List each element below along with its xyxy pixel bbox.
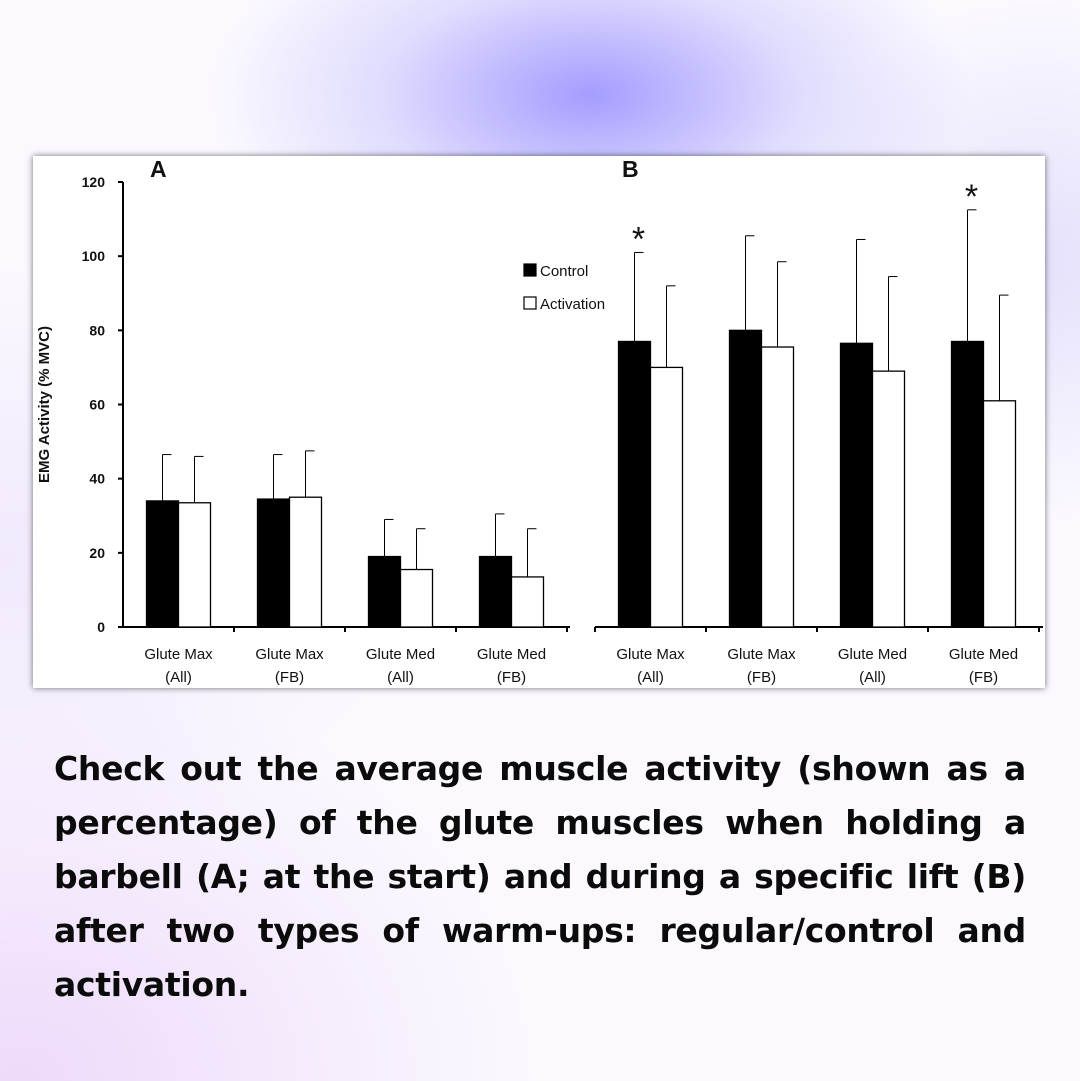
- activation-bar: [649, 366, 684, 628]
- legend-swatch-control: [523, 263, 537, 277]
- legend-label: Control: [540, 263, 588, 280]
- caption-text: Check out the average muscle activity (s…: [54, 749, 1026, 1004]
- y-tick-label: 60: [89, 397, 105, 413]
- y-tick-label: 100: [82, 248, 106, 264]
- grouped-bar-chart: EMG Activity (% MVC) 0 20 40 60 80 100 120 A Glut…: [36, 156, 1043, 686]
- category-label: Glute Max: [255, 646, 324, 663]
- category-label: Glute Med: [366, 646, 435, 663]
- y-tick-label: 20: [89, 545, 105, 561]
- control-bar: [839, 342, 874, 628]
- control-bar: [617, 340, 652, 628]
- control-bar: [950, 340, 985, 628]
- y-tick-label: 40: [89, 471, 105, 487]
- significance-marker: *: [965, 178, 978, 216]
- category-label: Glute Max: [727, 646, 796, 663]
- category-label: (FB): [275, 669, 304, 686]
- y-tick-label: 0: [97, 619, 105, 635]
- y-tick-label: 80: [89, 322, 105, 338]
- category-label: (FB): [497, 669, 526, 686]
- chart-figure: EMG Activity (% MVC) 0 20 40 60 80 100 120 A Glut…: [33, 156, 1045, 688]
- y-tick-label: 120: [82, 174, 106, 190]
- category-label: Glute Med: [838, 646, 907, 663]
- legend-label: Activation: [540, 296, 605, 313]
- significance-marker: *: [632, 220, 645, 258]
- activation-bar: [177, 502, 212, 628]
- category-label: (All): [859, 669, 886, 686]
- category-label: Glute Med: [477, 646, 546, 663]
- control-bar: [478, 555, 513, 628]
- control-bar: [256, 498, 291, 628]
- control-bar: [145, 500, 180, 628]
- activation-bar: [871, 370, 906, 628]
- control-bar: [367, 555, 402, 628]
- y-axis-title: EMG Activity (% MVC): [36, 326, 53, 483]
- category-label: (All): [165, 669, 192, 686]
- panel-label: B: [622, 156, 639, 182]
- panel-label: A: [150, 156, 167, 182]
- activation-bar: [510, 576, 545, 628]
- category-label: (FB): [747, 669, 776, 686]
- category-label: Glute Max: [616, 646, 685, 663]
- category-label: Glute Med: [949, 646, 1018, 663]
- activation-bar: [760, 346, 795, 628]
- category-label: (All): [637, 669, 664, 686]
- category-label: (All): [387, 669, 414, 686]
- category-label: Glute Max: [144, 646, 213, 663]
- activation-bar: [982, 400, 1017, 628]
- activation-bar: [288, 496, 323, 628]
- activation-bar: [399, 568, 434, 628]
- control-bar: [728, 329, 763, 628]
- category-label: (FB): [969, 669, 998, 686]
- legend-swatch-activation: [523, 296, 537, 310]
